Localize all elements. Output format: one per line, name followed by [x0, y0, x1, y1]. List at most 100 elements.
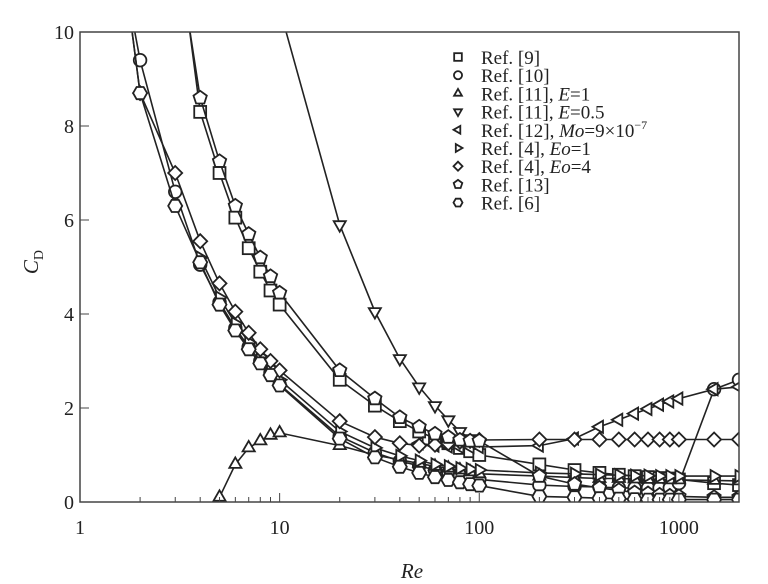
data-point-diamond [610, 431, 628, 448]
data-point-pentagon [271, 284, 288, 300]
data-point-pentagon [182, 16, 195, 29]
data-point-triangle-left [705, 381, 719, 397]
x-tick-label: 1 [75, 517, 85, 539]
data-point-diamond [730, 431, 739, 448]
legend-marker-hexagon [452, 197, 464, 208]
legend-label: Ref. [13] [481, 175, 550, 196]
series-line [131, 32, 739, 447]
data-point-triangle-right [630, 468, 644, 484]
data-point-hexagon [531, 489, 548, 502]
legend-marker-pentagon [452, 178, 464, 189]
data-point-hexagon [331, 431, 348, 446]
data-point-hexagon [240, 342, 257, 357]
data-point-hexagon [730, 492, 739, 502]
data-point-hexagon [440, 472, 457, 487]
data-point-triangle-right [665, 468, 679, 484]
x-tick-label: 100 [464, 517, 494, 539]
data-point-square [193, 105, 208, 119]
legend-label-part: −7 [634, 118, 647, 132]
legend-label: Ref. [4], Eo=4 [481, 157, 591, 178]
data-point-triangle-right [674, 468, 688, 484]
data-point-diamond [191, 232, 209, 250]
data-point-diamond [366, 428, 384, 446]
y-axis-label-main: C [19, 259, 43, 274]
data-point-pentagon [392, 409, 408, 425]
data-point-triangle-down [274, 5, 286, 16]
x-axis-label: Re [400, 559, 423, 583]
data-point-diamond [331, 412, 348, 430]
data-point-triangle-right [734, 468, 739, 484]
data-point-triangle-left [650, 397, 664, 413]
data-point-hexagon [132, 86, 149, 101]
data-point-triangle-right [395, 448, 409, 464]
data-point-triangle-right [414, 453, 429, 469]
legend-item: Ref. [11], E=0.5 [452, 103, 604, 124]
legend-label: Ref. [12], Mo=9×10−7 [481, 118, 647, 142]
data-point-hexagon [411, 465, 428, 480]
legend-marker-triangle-down [452, 108, 464, 118]
legend-label: Ref. [4], Eo=1 [481, 139, 591, 160]
data-point-triangle-right [465, 461, 479, 477]
data-point-square [241, 241, 256, 256]
data-point-pentagon [192, 89, 208, 105]
data-point-diamond [661, 431, 679, 448]
data-point-triangle-down [392, 354, 408, 368]
data-point-triangle-left [625, 406, 639, 422]
series-hexagon [131, 32, 739, 502]
data-point-hexagon [211, 297, 228, 312]
legend-label: Ref. [10] [481, 66, 550, 87]
legend-label-part: Eo [549, 157, 571, 178]
series-diamond [131, 32, 739, 454]
series-line [131, 32, 739, 501]
y-tick-label: 2 [64, 398, 74, 420]
legend-marker-triangle-up [452, 87, 464, 97]
x-tick-label: 1000 [659, 517, 699, 539]
data-point-diamond [670, 431, 688, 448]
data-point-pentagon [411, 418, 427, 434]
legend-label: Ref. [9] [481, 48, 540, 69]
legend-item: Ref. [4], Eo=1 [454, 139, 591, 160]
legend-marker-circle [453, 70, 463, 81]
legend-marker-diamond [452, 160, 464, 172]
data-point-triangle-down [440, 415, 456, 429]
legend-label-part: Ref. [4], [481, 157, 550, 178]
legend-label-part: Ref. [9] [481, 48, 540, 69]
data-point-hexagon [471, 478, 488, 493]
data-point-pentagon [566, 475, 583, 491]
y-axis-label: CD [19, 250, 47, 274]
legend-marker-square [453, 52, 463, 62]
legend-marker-triangle-right [454, 142, 465, 154]
legend-label-part: =4 [571, 157, 592, 178]
data-point-triangle-right [595, 467, 609, 483]
data-point-pentagon [427, 425, 443, 441]
data-point-diamond [410, 437, 428, 454]
y-axis-label-sub: D [32, 250, 47, 260]
legend-label-part: =1 [570, 84, 590, 105]
series-line [189, 32, 739, 499]
legend-label-part: =1 [571, 139, 591, 160]
data-point-triangle-right [709, 468, 723, 484]
legend-item: Ref. [11], E=1 [452, 84, 590, 105]
series-line [189, 32, 739, 486]
legend-label-part: =0.5 [570, 103, 604, 124]
data-point-hexagon [192, 255, 209, 270]
data-point-square [272, 297, 287, 312]
data-point-triangle-down [332, 220, 348, 234]
legend-label-part: =9×10 [584, 121, 634, 142]
legend-item: Ref. [12], Mo=9×10−7 [451, 118, 647, 142]
data-point-triangle-down [367, 307, 383, 321]
data-point-hexagon [262, 368, 279, 383]
series-square [189, 32, 739, 492]
data-point-pentagon [531, 467, 548, 483]
legend-label-part: Ref. [13] [481, 175, 550, 196]
data-point-diamond [166, 164, 184, 182]
data-point-pentagon [211, 153, 228, 168]
series-circle [132, 32, 739, 496]
x-tick-label: 10 [270, 517, 290, 539]
data-point-diamond [391, 435, 409, 452]
data-point-hexagon [271, 378, 288, 393]
data-point-diamond [705, 431, 723, 448]
legend-label-part: Mo [558, 121, 584, 142]
data-point-triangle-up [241, 439, 257, 453]
